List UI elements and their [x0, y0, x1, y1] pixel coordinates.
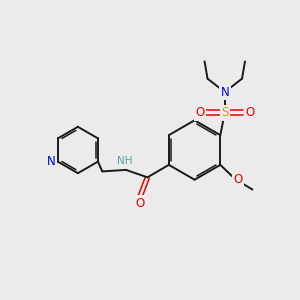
Text: NH: NH: [117, 156, 132, 166]
Text: S: S: [221, 106, 229, 119]
Text: O: O: [135, 197, 145, 210]
Text: O: O: [195, 106, 204, 119]
Text: O: O: [233, 172, 243, 186]
Text: N: N: [220, 85, 229, 98]
Text: O: O: [245, 106, 254, 119]
Text: N: N: [47, 155, 56, 168]
